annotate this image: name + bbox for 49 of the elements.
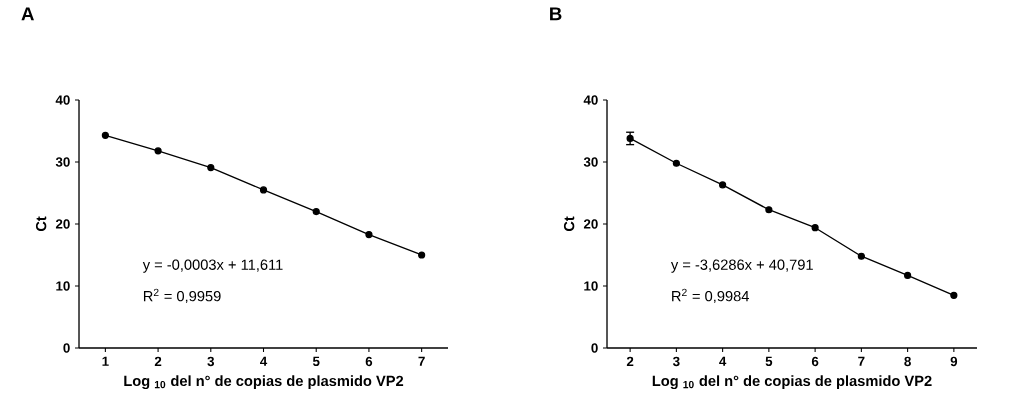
annotation: y = -0,0003x + 11,611 xyxy=(142,259,283,273)
point xyxy=(101,131,109,139)
x-tick-label: 4 xyxy=(719,356,727,366)
x-tick-label: 6 xyxy=(365,356,373,367)
x-tick-label: 9 xyxy=(950,356,958,367)
x-tick-label: 6 xyxy=(811,356,819,367)
x-axis-title: Log $_{10}$ del n° de copias de plasmido VP2 xyxy=(652,375,932,390)
x-tick-label: 7 xyxy=(418,356,425,366)
y-tick-label: 20 xyxy=(583,219,598,229)
point xyxy=(418,251,426,259)
chart-title: A xyxy=(21,7,34,21)
y-tick-label: 20 xyxy=(55,219,70,229)
x-tick-label: 2 xyxy=(626,356,634,367)
x-tick-label: 5 xyxy=(312,356,320,366)
y-tick-label: 30 xyxy=(55,157,70,167)
x-tick-label: 7 xyxy=(858,356,865,366)
annotation: y = -3,6286x + 40,791 xyxy=(670,259,813,273)
y-tick-label: 0 xyxy=(63,343,70,353)
point xyxy=(207,163,215,172)
annotation: R$^{2}$ = 0,9959 xyxy=(143,288,221,304)
y-tick-label: 30 xyxy=(583,157,598,167)
x-tick-label: 8 xyxy=(904,356,911,367)
point xyxy=(312,207,320,216)
point xyxy=(950,291,958,299)
x-axis-title: Log $_{10}$ del n° de copias de plasmido VP2 xyxy=(124,375,404,390)
point xyxy=(365,230,373,239)
x-tick-label: 5 xyxy=(765,356,773,366)
point xyxy=(811,224,819,232)
y-tick-label: 40 xyxy=(55,95,70,105)
x-tick-label: 3 xyxy=(207,356,215,367)
y-tick-label: 10 xyxy=(584,281,598,291)
chart-title: B xyxy=(550,7,562,21)
x-tick-label: 1 xyxy=(102,356,109,366)
x-tick-label: 2 xyxy=(154,356,162,367)
x-tick-label: 4 xyxy=(260,356,268,366)
x-tick-label: 3 xyxy=(672,356,680,367)
point xyxy=(719,181,727,189)
y-axis-title: Ct xyxy=(563,216,575,232)
point xyxy=(857,252,865,260)
point xyxy=(765,206,773,214)
annotation: R$^{2}$ = 0,9984 xyxy=(672,288,749,304)
y-tick-label: 10 xyxy=(56,281,70,291)
point xyxy=(672,159,680,167)
point xyxy=(154,147,162,155)
y-tick-label: 40 xyxy=(583,95,598,105)
point xyxy=(259,186,268,194)
point xyxy=(904,271,912,280)
y-axis-title: Ct xyxy=(35,216,47,232)
y-tick-label: 0 xyxy=(591,343,598,353)
